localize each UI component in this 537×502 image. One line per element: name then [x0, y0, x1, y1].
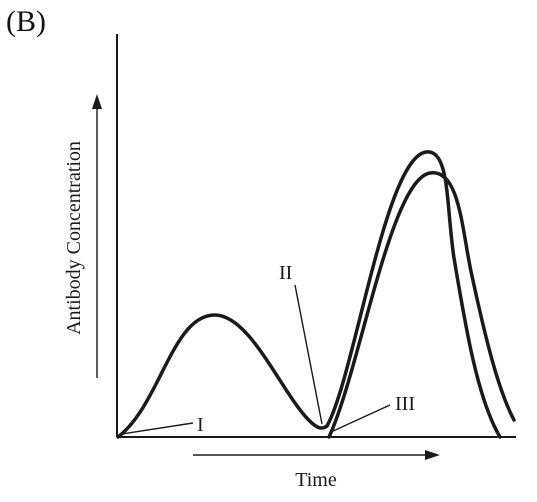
x-direction-arrow [193, 450, 440, 460]
x-axis-label: Time [295, 469, 337, 491]
marker-ii-leader [294, 284, 323, 425]
y-direction-arrow [92, 94, 102, 378]
secondary-response-curve-lower [327, 171, 516, 439]
marker-ii-label: II [279, 262, 292, 284]
marker-i-label: I [197, 414, 204, 436]
marker-iii-leader [330, 404, 391, 433]
y-axis-label: Antibody Concentration [63, 141, 85, 335]
marker-iii-label: III [395, 393, 415, 415]
marker-i-leader [121, 422, 194, 435]
primary-response-curve [116, 313, 329, 439]
panel-label: (B) [6, 5, 46, 38]
secondary-response-curve-upper [325, 150, 502, 439]
